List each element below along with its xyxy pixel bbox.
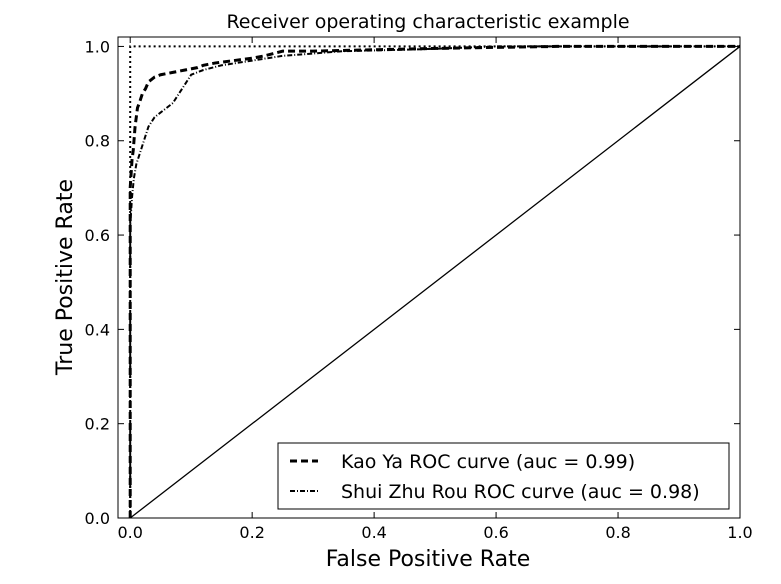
x-tick-label-0: 0.0	[117, 523, 142, 542]
axis-ticks: 0.0 0.2 0.4 0.6 0.8 1.0 0.0 0.2 0.4 0.6 0.8 1.0	[85, 37, 753, 542]
series-line-2-dotted	[129, 45, 740, 518]
y-tick-label-2: 0.4	[85, 320, 110, 339]
x-tick-label-3: 0.6	[483, 523, 508, 542]
y-tick-label-4: 0.8	[85, 132, 110, 151]
y-tick-label-1: 0.2	[85, 415, 110, 434]
plot-frame	[117, 36, 741, 519]
y-tick-label-0: 0.0	[85, 509, 110, 528]
plot-lines	[128, 44, 741, 519]
x-tick-label-1: 0.2	[239, 523, 264, 542]
y-tick-label-5: 1.0	[85, 37, 110, 56]
legend-box	[277, 442, 730, 510]
x-tick-label-5: 1.0	[727, 523, 752, 542]
series-line-3-solid	[129, 45, 741, 519]
x-tick-label-2: 0.4	[361, 523, 386, 542]
chart-title: Receiver operating characteristic exampl…	[226, 11, 629, 33]
y-axis-label: True Positive Rate	[53, 179, 78, 376]
series-line-1-dashdot	[129, 45, 740, 518]
x-tick-label-4: 0.8	[605, 523, 630, 542]
legend-label-shui-zhu-rou: Shui Zhu Rou ROC curve (auc = 0.98)	[341, 481, 700, 503]
legend: Kao Ya ROC curve (auc = 0.99) Shui Zhu R…	[277, 442, 730, 510]
legend-label-kao-ya: Kao Ya ROC curve (auc = 0.99)	[341, 451, 635, 473]
y-tick-label-3: 0.6	[85, 226, 110, 245]
x-axis-label: False Positive Rate	[326, 547, 530, 572]
